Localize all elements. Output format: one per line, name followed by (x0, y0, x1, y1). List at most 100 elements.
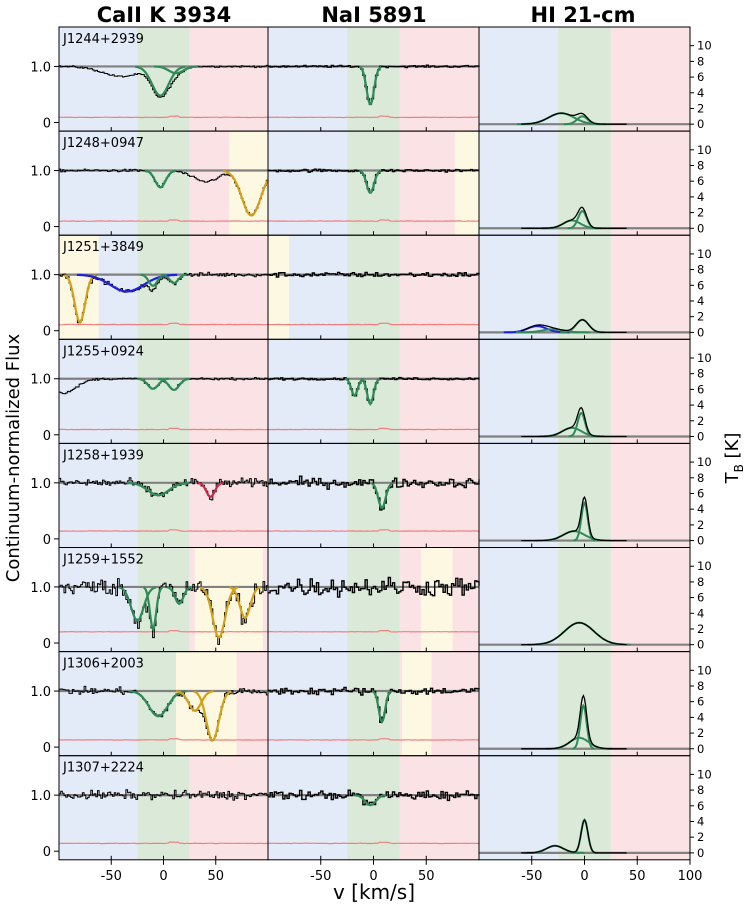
tb-tick-label: 8 (697, 575, 704, 589)
tb-tick-label: 0 (697, 429, 704, 443)
velocity-bands (59, 27, 690, 860)
tb-tick-label: 2 (697, 622, 704, 636)
x-tick-label: -50 (101, 869, 122, 884)
tb-tick-label: 10 (697, 767, 712, 781)
x-tick-label: 100 (678, 869, 703, 884)
band-lvc (137, 339, 190, 444)
excluded-region (268, 235, 290, 340)
band-ivc (479, 235, 559, 340)
x-tick-label: 0 (159, 869, 167, 884)
flux-tick-label: 0 (43, 116, 51, 131)
tb-tick-label: 2 (697, 414, 704, 428)
tb-tick-label: 2 (697, 518, 704, 532)
band-pivc (610, 443, 690, 548)
fit-component (166, 586, 192, 606)
band-ivc (59, 755, 138, 860)
tb-tick-label: 10 (697, 663, 712, 677)
hi-fit-component (515, 328, 590, 334)
band-ivc (59, 443, 138, 548)
band-pivc (189, 755, 268, 860)
spectrum-data (268, 271, 480, 278)
sightline-name: J1248+0947 (62, 136, 144, 151)
tb-tick-label: 8 (697, 471, 704, 485)
flux-tick-label: 1.0 (30, 685, 51, 700)
tb-tick-label: 10 (697, 143, 712, 157)
tb-tick-label: 8 (697, 679, 704, 693)
fit-component (229, 586, 261, 620)
band-ivc (479, 547, 559, 652)
hi-spectrum-data (521, 406, 627, 438)
sightline-name: J1255+0924 (62, 344, 144, 359)
excluded-region (176, 651, 237, 756)
band-lvc (558, 235, 611, 340)
hi-spectrum-data (521, 818, 627, 854)
fit-component (370, 482, 394, 509)
fit-component (344, 377, 365, 398)
excluded-region (401, 651, 432, 756)
hi-fit-component (503, 325, 570, 334)
band-ivc (479, 27, 559, 132)
fit-component (63, 274, 96, 324)
band-pivc (610, 131, 690, 236)
tb-tick-label: 4 (697, 814, 704, 828)
column-title-hi: HI 21-cm (531, 3, 636, 27)
hi-spectrum-data (521, 622, 627, 646)
tb-tick-label: 8 (697, 263, 704, 277)
band-ivc (268, 339, 348, 444)
hi-spectrum-data (521, 495, 627, 542)
hi-fit-component (572, 703, 595, 750)
band-lvc (347, 27, 400, 132)
tb-tick-label: 4 (697, 710, 704, 724)
tb-tick-label: 2 (697, 101, 704, 115)
flux-tick-label: 0 (43, 637, 51, 652)
x-tick-label: 50 (418, 869, 435, 884)
spectrum-data (268, 686, 480, 723)
flux-tick-label: 0 (43, 533, 51, 548)
band-pivc (399, 443, 479, 548)
excluded-region (454, 131, 479, 236)
right-ylabel-sub: B (732, 464, 746, 472)
error-spectrum (58, 529, 268, 532)
x-tick-label: 0 (369, 869, 377, 884)
error-spectrum (267, 738, 480, 741)
column-title-ca: CaII K 3934 (97, 3, 232, 27)
band-ivc (479, 339, 559, 444)
band-lvc (347, 755, 400, 860)
band-lvc (137, 27, 190, 132)
band-lvc (347, 547, 400, 652)
tb-tick-label: 6 (697, 799, 704, 813)
hi-spectrum-data (521, 112, 627, 125)
band-ivc (268, 651, 348, 756)
fit-component (126, 481, 190, 497)
band-ivc (59, 651, 138, 756)
tb-tick-label: 6 (697, 70, 704, 84)
band-lvc (347, 651, 400, 756)
spectra-lines (58, 64, 690, 854)
band-pivc (610, 651, 690, 756)
spectrum-data (59, 477, 269, 501)
tb-tick-label: 6 (697, 278, 704, 292)
hi-spectrum-data (521, 319, 627, 334)
flux-tick-label: 1.0 (30, 269, 51, 284)
hi-spectrum-data (521, 206, 627, 229)
band-pivc (189, 235, 268, 340)
error-spectrum (267, 115, 480, 119)
sightline-name: J1307+2224 (62, 761, 144, 776)
flux-tick-label: 0 (43, 845, 51, 860)
x-axis-label: v [km/s] (333, 880, 415, 904)
band-pivc (399, 339, 479, 444)
hi-spectrum-data (521, 694, 627, 750)
hi-fit-component (568, 411, 594, 438)
spectrum-data (268, 576, 480, 598)
tb-tick-label: 0 (697, 117, 704, 131)
tb-tick-label: 4 (697, 86, 704, 100)
tb-tick-label: 8 (697, 367, 704, 381)
fit-component (118, 586, 157, 622)
tb-tick-label: 0 (697, 325, 704, 339)
band-ivc (59, 547, 138, 652)
band-ivc (268, 755, 348, 860)
sightline-name: J1251+3849 (62, 240, 144, 255)
fit-component (140, 273, 166, 287)
